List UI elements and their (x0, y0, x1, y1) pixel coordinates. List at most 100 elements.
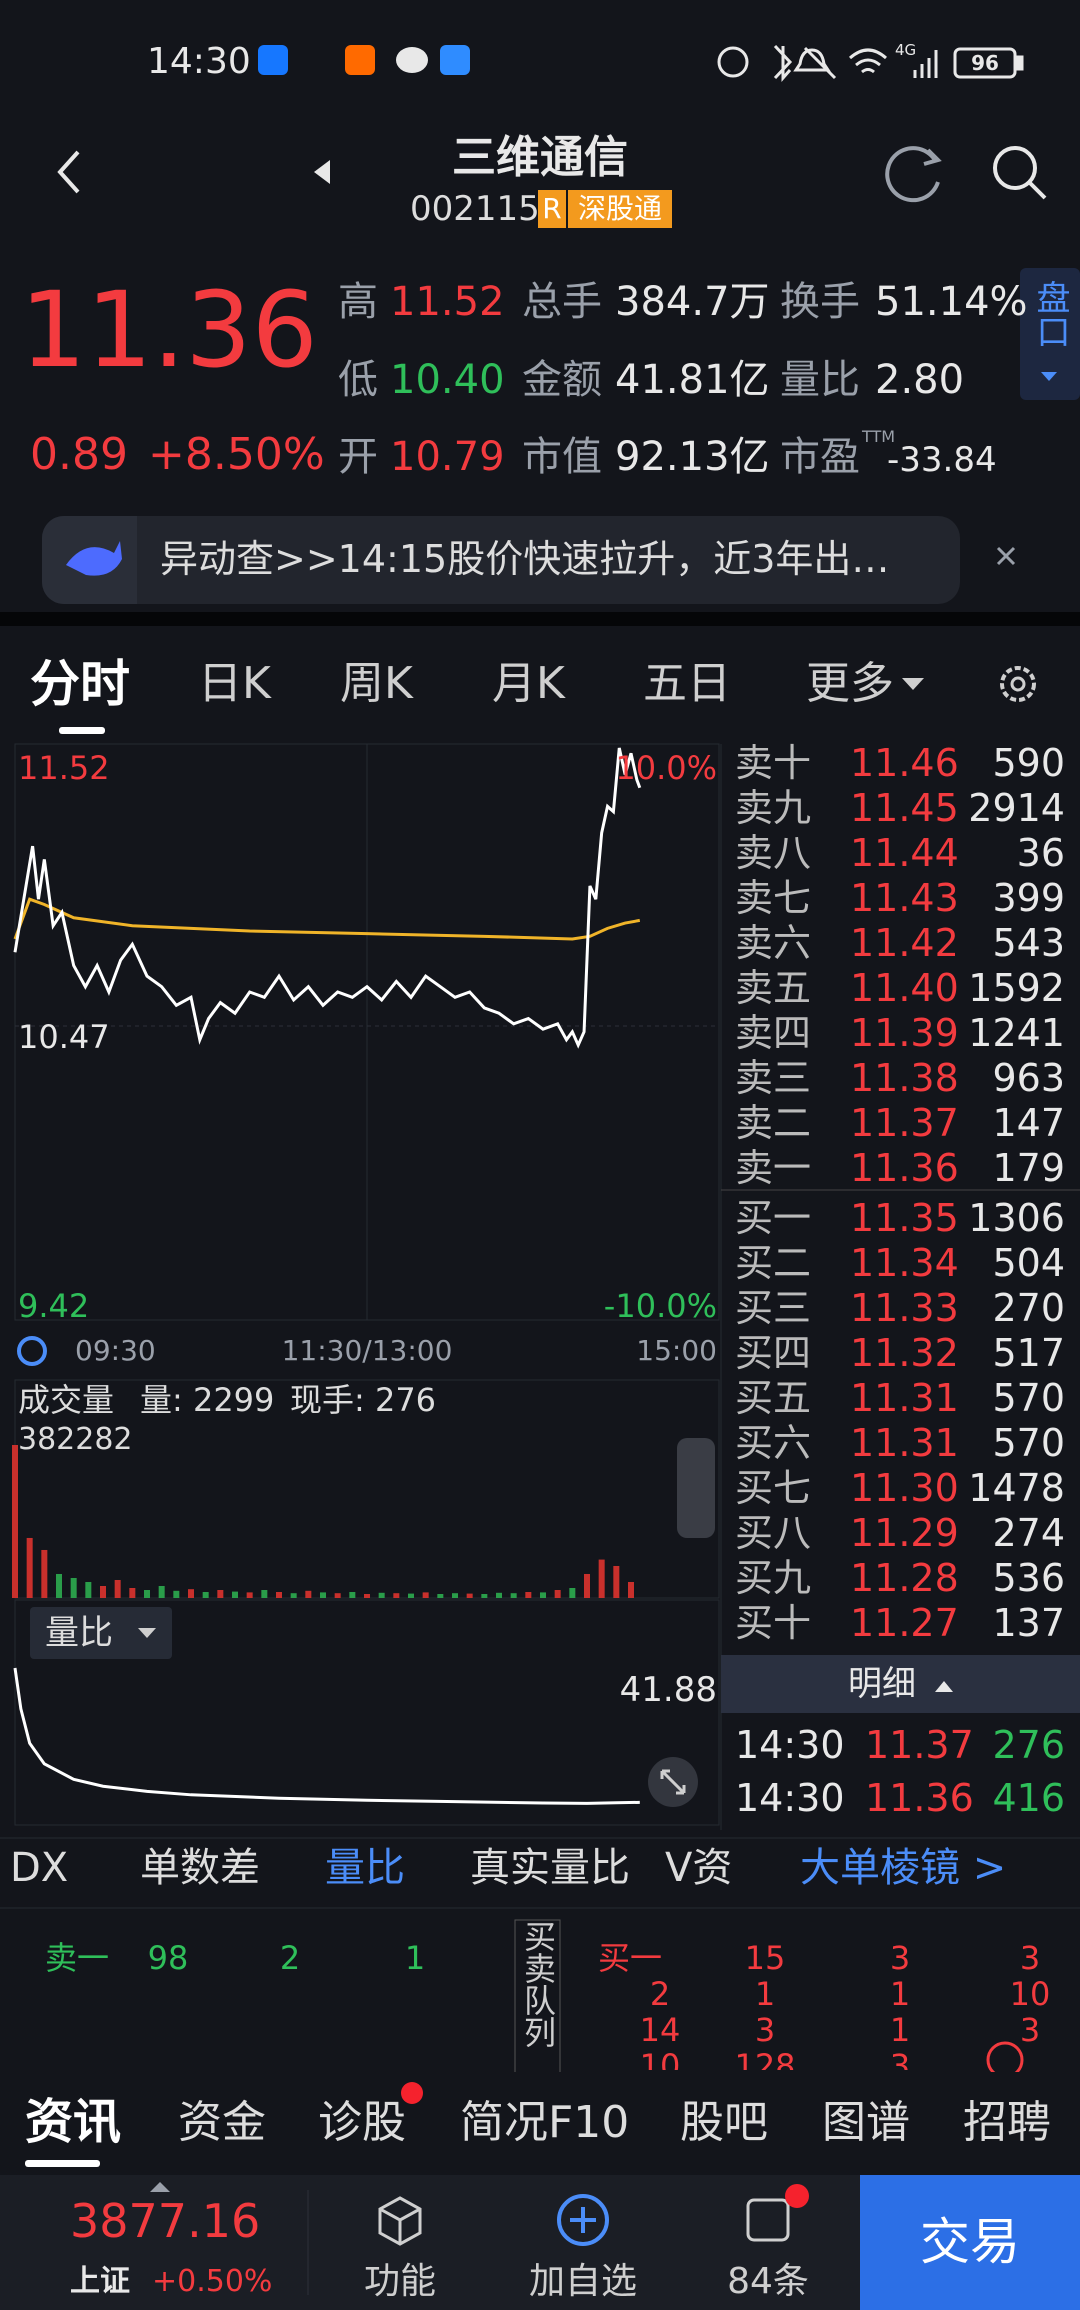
bottom-tab[interactable]: 股吧 (680, 2096, 768, 2148)
bottom-tab[interactable]: 资金 (178, 2096, 266, 2148)
bottom-tab[interactable]: 资讯 (25, 2094, 122, 2151)
badge-dot (401, 2082, 423, 2104)
indicator-tab[interactable]: DX (10, 1845, 69, 1891)
bottom-tab-underline (25, 2160, 100, 2167)
volume-bar (393, 1593, 400, 1598)
stat-label: 金额 (522, 357, 602, 403)
refresh-button[interactable] (885, 146, 940, 203)
indicator-tab[interactable]: 真实量比 (470, 1845, 630, 1891)
indicator-tab[interactable]: V资 (665, 1845, 733, 1891)
badge-bg (568, 190, 672, 228)
badge-bg (538, 190, 566, 228)
trade-button[interactable] (860, 2175, 1080, 2310)
volume-bar (349, 1591, 356, 1598)
badge-dot (785, 2184, 809, 2208)
message-icon[interactable] (746, 2198, 790, 2242)
trade-label[interactable]: 交易 (920, 2213, 1020, 2271)
detail-title[interactable]: 明细 (848, 1663, 916, 1704)
stock-code: 002115 (410, 188, 540, 229)
prev-stock[interactable] (314, 160, 330, 184)
app-icon (345, 45, 375, 75)
bottom-item[interactable]: 加自选 (528, 2261, 638, 2303)
time-toggle[interactable] (17, 1336, 47, 1366)
bottom-tab[interactable]: 招聘 (963, 2096, 1051, 2148)
add-watch-icon[interactable] (557, 2194, 609, 2246)
indicator-tab[interactable]: 单数差 (140, 1845, 260, 1891)
stat-value: 11.52 (390, 279, 505, 325)
function-icon[interactable] (378, 2196, 422, 2246)
bottom-tab[interactable]: 图谱 (822, 2096, 910, 2148)
book-price: 11.42 (850, 921, 959, 966)
tab[interactable]: 月K (492, 657, 565, 709)
tab[interactable]: 周K (340, 657, 413, 709)
notice-text[interactable]: 异动查>>14:15股价快速拉升，近3年出… (160, 537, 890, 582)
volume-bar (114, 1579, 121, 1598)
bottom-item[interactable]: 84条 (727, 2261, 809, 2303)
indicator-tab[interactable]: 量比 (325, 1845, 405, 1891)
queue-sell-count: 98 (147, 1938, 189, 1977)
volume-max: 382282 (18, 1422, 133, 1457)
price-line (13, 747, 642, 1049)
book-label: 买九 (735, 1556, 812, 1601)
bottom-tab[interactable]: 诊股 (318, 2096, 406, 2148)
stat-label: 开 (338, 434, 378, 480)
volume-bar (129, 1587, 136, 1598)
volume-bar (188, 1589, 194, 1598)
detail-price: 11.36 (865, 1776, 974, 1821)
detail-header-bg[interactable] (721, 1655, 1080, 1713)
book-qty: 179 (992, 1146, 1065, 1191)
tab[interactable]: 分时 (30, 655, 130, 713)
y-low-pct: -10.0% (603, 1286, 717, 1325)
status-icons (717, 44, 1024, 82)
y-high-label: 11.52 (18, 748, 110, 787)
collapse-handle[interactable] (677, 1438, 715, 1538)
book-qty: 590 (992, 741, 1065, 786)
queue-buy-count: 3 (1019, 2010, 1041, 2049)
last-price: 11.36 (20, 268, 318, 391)
queue-buy-count: 3 (754, 2010, 776, 2049)
whale-icon (66, 541, 122, 576)
volume-bar (466, 1593, 473, 1598)
book-price: 11.44 (850, 831, 959, 876)
book-label: 买一 (735, 1196, 812, 1241)
app-icon (258, 45, 288, 75)
queue-buy-count: 10 (1009, 1974, 1051, 2013)
indicator-tab[interactable]: 大单棱镜 > (800, 1845, 1007, 1891)
book-label: 卖四 (735, 1011, 812, 1056)
tab[interactable]: 日K (198, 657, 271, 709)
back-button[interactable] (57, 150, 80, 194)
volume-bar (481, 1593, 488, 1598)
ratio-selector[interactable] (30, 1607, 172, 1659)
ratio-title[interactable]: 量比 (45, 1612, 113, 1653)
volume-bar (12, 1445, 18, 1598)
side-tab[interactable]: 盘口 (1030, 280, 1070, 348)
index-value[interactable]: 3877.16 (70, 2194, 261, 2249)
queue-buy-count: 128 (734, 2046, 796, 2070)
stat-label: 市盈 (780, 434, 860, 480)
expand-icon (660, 1769, 686, 1795)
search-button[interactable] (993, 146, 1037, 190)
book-label: 卖十 (735, 741, 812, 786)
notice-close[interactable] (996, 546, 1016, 566)
book-price: 11.45 (850, 786, 959, 831)
book-qty: 536 (992, 1556, 1065, 1601)
notice-bg[interactable] (42, 516, 960, 604)
volume-bar (628, 1581, 634, 1598)
side-tab-bg[interactable] (1020, 268, 1080, 400)
book-price: 11.39 (850, 1011, 959, 1056)
queue-buy-count: 3 (889, 2046, 911, 2070)
volume-bar (144, 1589, 150, 1598)
tab[interactable]: 五日 (643, 657, 731, 709)
bottom-tab[interactable]: 简况F10 (460, 2096, 630, 2148)
app-icon (440, 45, 470, 75)
volume-bar (364, 1593, 370, 1598)
stat-value: 10.79 (390, 434, 505, 480)
volume-bar (569, 1587, 576, 1598)
bottom-item[interactable]: 功能 (363, 2261, 437, 2303)
book-qty: 963 (992, 1056, 1065, 1101)
index-change: +0.50% (152, 2264, 273, 2299)
stock-name: 三维通信 (452, 131, 628, 183)
settings-button[interactable] (1000, 666, 1036, 702)
tab[interactable]: 更多 (806, 657, 894, 709)
